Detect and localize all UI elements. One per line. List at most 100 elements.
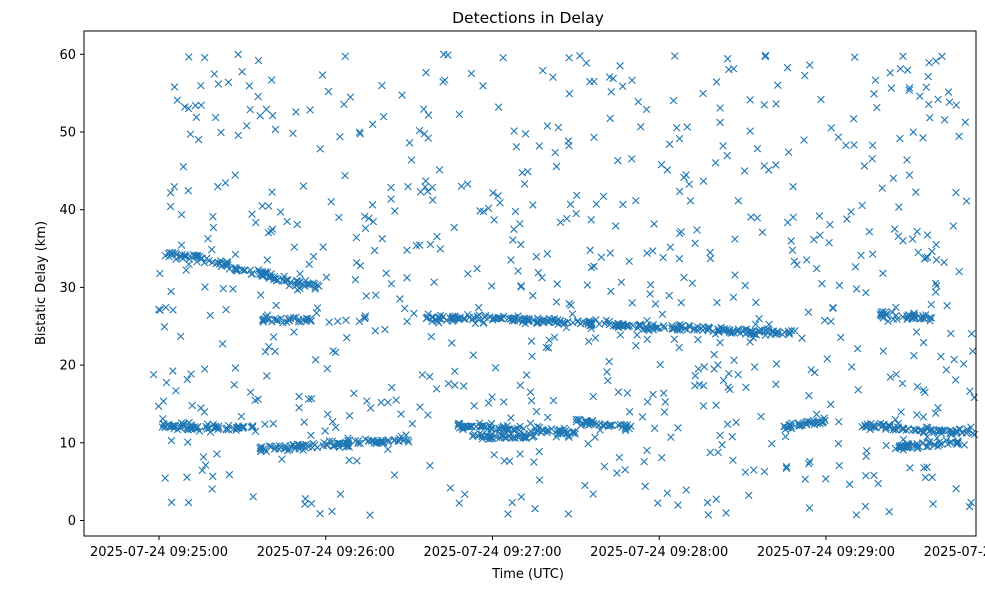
data-point: [335, 213, 343, 222]
data-point: [650, 220, 658, 228]
data-point: [815, 212, 824, 220]
data-point: [342, 442, 351, 451]
data-point: [160, 421, 168, 429]
data-point: [665, 140, 674, 148]
data-point: [173, 96, 182, 105]
data-point: [378, 81, 386, 90]
data-point: [527, 396, 536, 405]
data-point: [852, 285, 861, 293]
data-point: [592, 315, 600, 324]
data-point: [861, 423, 870, 431]
data-point: [691, 371, 700, 380]
data-point: [788, 246, 797, 254]
data-point: [923, 253, 932, 262]
data-point: [543, 250, 552, 258]
data-point: [674, 424, 682, 432]
data-point: [328, 417, 337, 426]
data-point: [407, 156, 416, 164]
data-point: [836, 333, 845, 342]
data-point: [162, 378, 171, 387]
data-point: [165, 252, 173, 261]
data-point: [924, 100, 933, 109]
data-point: [967, 423, 975, 431]
data-point: [384, 436, 393, 444]
data-point: [905, 171, 914, 179]
data-point: [372, 439, 381, 447]
data-point: [636, 123, 645, 131]
data-point: [625, 322, 634, 330]
data-point: [927, 314, 936, 322]
data-point: [159, 397, 168, 406]
data-point: [491, 363, 500, 372]
data-point: [535, 423, 544, 432]
data-point: [933, 434, 941, 442]
data-point: [617, 278, 626, 287]
data-point: [352, 233, 361, 242]
data-point: [773, 327, 782, 336]
data-point: [607, 88, 616, 96]
data-point: [508, 498, 517, 507]
data-point: [572, 209, 580, 218]
data-point: [499, 422, 508, 430]
data-point: [913, 410, 921, 419]
data-point: [295, 392, 303, 401]
data-point: [231, 364, 240, 372]
data-point: [572, 417, 581, 426]
data-point: [904, 425, 913, 433]
data-point: [427, 332, 436, 341]
data-point: [793, 261, 801, 269]
data-point: [812, 264, 821, 273]
data-point: [940, 116, 949, 124]
data-point: [395, 434, 404, 443]
data-point: [944, 88, 953, 96]
data-point: [249, 492, 257, 501]
data-point: [303, 315, 312, 323]
data-point: [424, 111, 433, 119]
data-point: [299, 182, 308, 190]
data-point: [898, 425, 907, 433]
data-point: [868, 155, 877, 163]
data-point: [416, 403, 424, 411]
data-point: [496, 198, 504, 207]
data-point: [423, 187, 432, 196]
data-point: [366, 404, 375, 412]
data-point: [920, 463, 928, 472]
data-point: [451, 312, 459, 320]
y-tick-label: 0: [68, 514, 76, 529]
data-point: [225, 470, 234, 479]
data-point: [787, 422, 796, 431]
data-point: [850, 141, 858, 149]
data-point: [299, 446, 307, 454]
data-point: [516, 240, 525, 249]
data-point: [932, 256, 941, 264]
data-point: [618, 82, 627, 91]
data-point: [515, 426, 523, 434]
data-point: [419, 105, 428, 113]
data-point: [204, 234, 212, 243]
data-point: [474, 315, 483, 324]
data-point: [230, 381, 239, 389]
data-point: [306, 106, 314, 114]
data-point: [589, 490, 597, 498]
data-point: [922, 83, 931, 92]
data-point: [319, 243, 327, 251]
data-point: [951, 376, 960, 384]
data-point: [221, 260, 230, 268]
data-point: [377, 398, 385, 407]
data-point: [699, 177, 708, 185]
data-point: [912, 328, 921, 336]
data-point: [927, 300, 936, 309]
data-point: [683, 123, 692, 131]
data-point: [403, 273, 411, 282]
data-point: [703, 498, 712, 507]
data-point: [328, 507, 336, 516]
data-point: [569, 318, 577, 327]
data-point: [421, 183, 429, 191]
data-point: [572, 415, 581, 424]
data-point: [186, 130, 195, 139]
data-point: [621, 423, 630, 431]
data-point: [557, 430, 566, 438]
data-point: [321, 427, 329, 435]
data-point: [510, 225, 518, 234]
data-point: [192, 113, 201, 122]
